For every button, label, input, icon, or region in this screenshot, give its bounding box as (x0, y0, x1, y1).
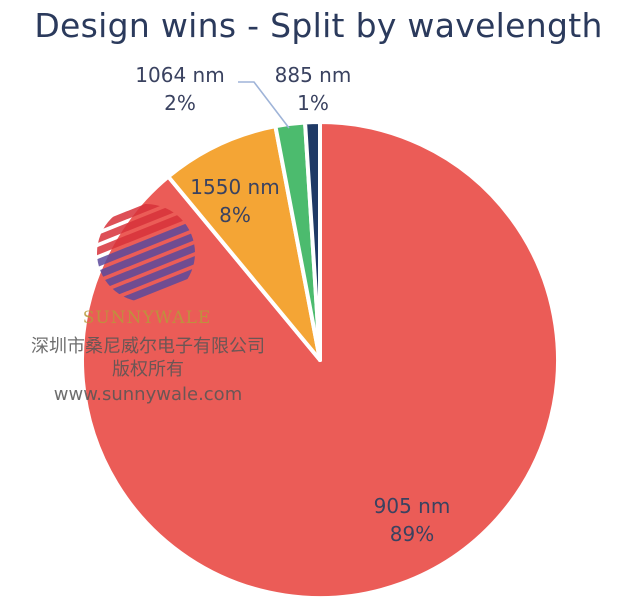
logo-stripe (97, 266, 195, 302)
watermark-company: 深圳市桑尼威尔电子有限公司 (31, 336, 265, 357)
slice-percent-885-nm: 1% (297, 91, 329, 115)
slice-label-885-nm: 885 nm (275, 63, 352, 87)
pie-slice-1550-nm (166, 124, 322, 362)
chart-title: Design wins - Split by wavelength (34, 6, 603, 45)
callout-line-1064-nm (238, 81, 290, 129)
pie-slice-885-nm (303, 120, 322, 362)
slice-label-1064-nm: 1064 nm (135, 63, 224, 87)
watermark-brand: SUNNYWALE (83, 308, 212, 328)
pie-callout-lines (238, 81, 290, 129)
pie-labels: 905 nm 89% 1550 nm 8% 1064 nm 2% 885 nm 1% (135, 63, 450, 546)
logo-stripe (97, 242, 195, 294)
logo-stripe (97, 206, 195, 258)
slice-percent-1550-nm: 8% (219, 203, 251, 227)
logo-stripe (97, 230, 195, 282)
watermark-url: www.sunnywale.com (54, 384, 242, 405)
watermark-rights: 版权所有 (112, 359, 184, 380)
pie-slices (80, 120, 560, 600)
logo-stripe (97, 204, 195, 234)
slice-percent-905-nm: 89% (390, 522, 434, 546)
slice-percent-1064-nm: 2% (164, 91, 196, 115)
slice-label-905-nm: 905 nm (374, 494, 451, 518)
slice-label-1550-nm: 1550 nm (190, 175, 279, 199)
logo-stripe (97, 218, 195, 270)
